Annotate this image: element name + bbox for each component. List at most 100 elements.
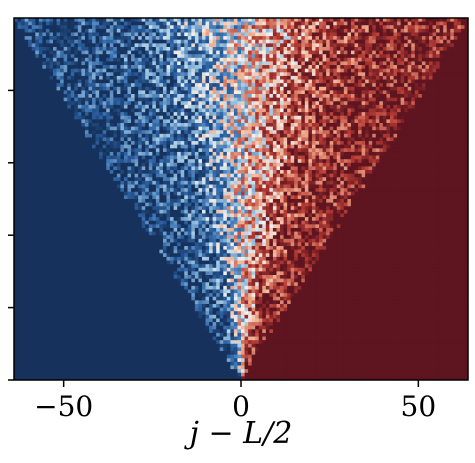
heatmap-cell	[120, 130, 125, 135]
heatmap-cell	[31, 32, 36, 37]
heatmap-cell	[53, 25, 57, 30]
heatmap-cell	[283, 79, 288, 84]
heatmap-cell	[184, 46, 189, 51]
heatmap-cell	[425, 61, 430, 66]
heatmap-cell	[311, 18, 316, 23]
heatmap-cell	[148, 115, 153, 120]
heatmap-cell	[304, 46, 309, 51]
heatmap-cell	[219, 90, 224, 95]
heatmap-cell	[439, 68, 444, 73]
heatmap-cell	[152, 21, 157, 26]
heatmap-cell	[184, 115, 189, 120]
heatmap-cell	[269, 137, 274, 142]
heatmap-cell	[258, 130, 263, 135]
heatmap-cell	[443, 86, 448, 91]
heatmap-cell	[152, 97, 157, 102]
heatmap-cell	[113, 94, 118, 99]
heatmap-cell	[191, 115, 196, 120]
heatmap-cell	[184, 101, 189, 106]
heatmap-cell	[205, 46, 210, 51]
heatmap-cell	[31, 72, 36, 77]
heatmap-cell	[460, 61, 465, 66]
heatmap-cell	[49, 148, 54, 153]
heatmap-cell	[265, 83, 270, 88]
heatmap-cell	[350, 126, 355, 131]
heatmap-cell	[311, 141, 316, 146]
heatmap-cell	[421, 61, 426, 66]
heatmap-cell	[365, 101, 370, 106]
heatmap-cell	[92, 90, 96, 95]
heatmap-cell	[194, 32, 199, 37]
heatmap-cell	[301, 151, 306, 156]
heatmap-cell	[42, 83, 47, 88]
heatmap-cell	[280, 108, 284, 113]
heatmap-cell	[106, 28, 111, 33]
heatmap-cell	[368, 28, 373, 33]
heatmap-cell	[414, 97, 419, 102]
heatmap-cell	[74, 133, 79, 138]
heatmap-cell	[336, 50, 341, 55]
heatmap-cell	[301, 108, 306, 113]
heatmap-cell	[304, 97, 309, 102]
heatmap-cell	[74, 18, 79, 23]
heatmap-cell	[14, 86, 18, 91]
heatmap-cell	[283, 141, 288, 146]
heatmap-cell	[255, 54, 260, 59]
heatmap-cell	[198, 112, 203, 117]
heatmap-cell	[38, 97, 43, 102]
heatmap-cell	[389, 112, 394, 117]
heatmap-cell	[439, 148, 444, 153]
heatmap-cell	[354, 46, 359, 51]
heatmap-cell	[237, 65, 242, 70]
heatmap-cell	[255, 126, 260, 131]
heatmap-cell	[400, 108, 405, 113]
heatmap-cell	[184, 32, 189, 37]
heatmap-cell	[148, 25, 153, 30]
heatmap-cell	[24, 68, 29, 73]
heatmap-cell	[212, 97, 217, 102]
heatmap-cell	[230, 39, 235, 44]
heatmap-cell	[450, 144, 455, 149]
heatmap-cell	[280, 151, 284, 156]
heatmap-cell	[45, 137, 50, 142]
heatmap-cell	[194, 115, 199, 120]
heatmap-cell	[308, 28, 313, 33]
heatmap-cell	[276, 57, 281, 62]
heatmap-cell	[244, 25, 249, 30]
heatmap-cell	[400, 39, 405, 44]
heatmap-cell	[294, 151, 299, 156]
heatmap-cell	[308, 36, 313, 41]
heatmap-cell	[159, 50, 164, 55]
heatmap-cell	[428, 83, 433, 88]
heatmap-cell	[365, 72, 370, 77]
heatmap-cell	[255, 144, 260, 149]
heatmap-cell	[31, 18, 36, 23]
heatmap-cell	[237, 97, 242, 102]
heatmap-cell	[17, 101, 22, 106]
heatmap-cell	[201, 97, 206, 102]
heatmap-cell	[141, 32, 146, 37]
heatmap-cell	[443, 119, 448, 124]
heatmap-cell	[308, 32, 313, 37]
heatmap-cell	[393, 141, 398, 146]
heatmap-cell	[436, 61, 441, 66]
heatmap-cell	[131, 46, 135, 51]
heatmap-cell	[233, 148, 238, 153]
heatmap-cell	[428, 115, 433, 120]
heatmap-cell	[326, 97, 331, 102]
heatmap-cell	[329, 97, 334, 102]
heatmap-cell	[134, 104, 139, 109]
heatmap-cell	[322, 90, 327, 95]
heatmap-cell	[53, 101, 57, 106]
heatmap-cell	[24, 36, 29, 41]
heatmap-cell	[70, 86, 75, 91]
heatmap-cell	[329, 86, 334, 91]
heatmap-cell	[365, 21, 370, 26]
heatmap-cell	[45, 46, 50, 51]
heatmap-cell	[49, 90, 54, 95]
heatmap-cell	[60, 25, 65, 30]
heatmap-cell	[241, 115, 245, 120]
heatmap-cell	[255, 112, 260, 117]
heatmap-cell	[432, 61, 437, 66]
heatmap-cell	[63, 43, 68, 48]
